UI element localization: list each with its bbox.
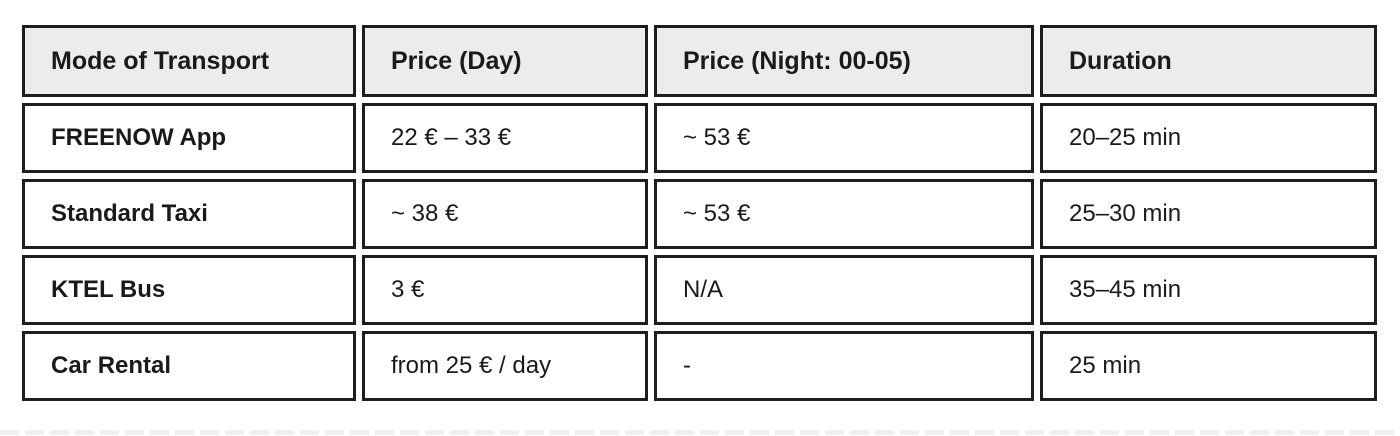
transport-table-container: Mode of Transport Price (Day) Price (Nig…: [16, 19, 1383, 407]
cell-duration: 25 min: [1040, 331, 1377, 401]
cell-price-day: 22 € – 33 €: [362, 103, 648, 173]
cell-price-night: ~ 53 €: [654, 179, 1034, 249]
table-row-ktel-bus: KTEL Bus 3 € N/A 35–45 min: [22, 255, 1377, 325]
cell-price-night: N/A: [654, 255, 1034, 325]
cell-price-night: ~ 53 €: [654, 103, 1034, 173]
header-cell-mode-of-transport: Mode of Transport: [22, 25, 356, 97]
cell-price-day: 3 €: [362, 255, 648, 325]
header-cell-price-day: Price (Day): [362, 25, 648, 97]
header-cell-duration: Duration: [1040, 25, 1377, 97]
cell-price-night: -: [654, 331, 1034, 401]
cell-price-day: ~ 38 €: [362, 179, 648, 249]
cell-mode: Standard Taxi: [22, 179, 356, 249]
cell-duration: 20–25 min: [1040, 103, 1377, 173]
cell-price-day: from 25 € / day: [362, 331, 648, 401]
table-header-row: Mode of Transport Price (Day) Price (Nig…: [22, 25, 1377, 97]
cell-duration: 35–45 min: [1040, 255, 1377, 325]
transport-comparison-table: Mode of Transport Price (Day) Price (Nig…: [16, 19, 1383, 407]
page-bottom-dashed-divider: [0, 430, 1400, 435]
cell-mode: Car Rental: [22, 331, 356, 401]
table-row-standard-taxi: Standard Taxi ~ 38 € ~ 53 € 25–30 min: [22, 179, 1377, 249]
cell-duration: 25–30 min: [1040, 179, 1377, 249]
table-row-car-rental: Car Rental from 25 € / day - 25 min: [22, 331, 1377, 401]
cell-mode: KTEL Bus: [22, 255, 356, 325]
header-cell-price-night: Price (Night: 00-05): [654, 25, 1034, 97]
table-row-freenow-app: FREENOW App 22 € – 33 € ~ 53 € 20–25 min: [22, 103, 1377, 173]
cell-mode: FREENOW App: [22, 103, 356, 173]
